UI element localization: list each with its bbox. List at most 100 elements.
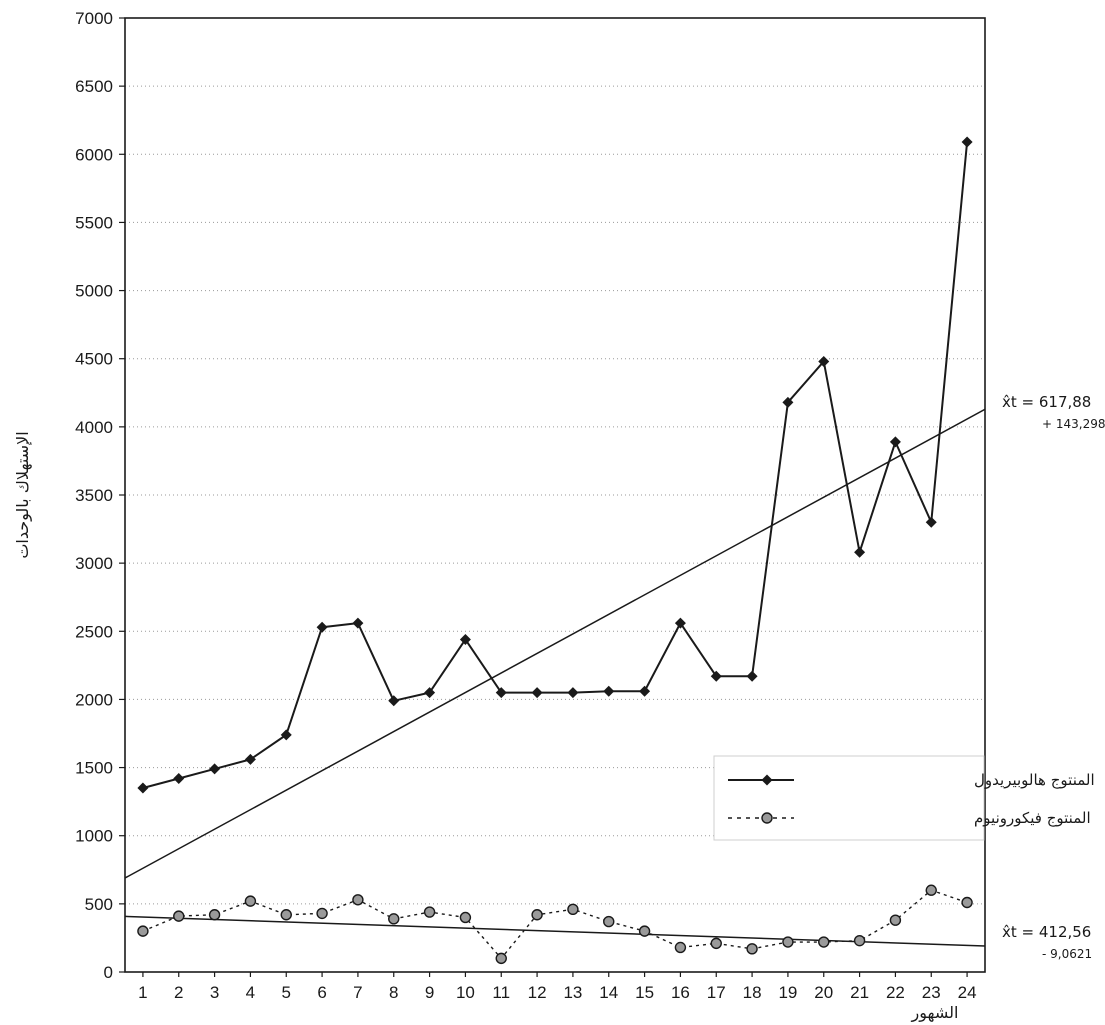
- series-1-point-18: [746, 670, 758, 682]
- series-1-point-14: [603, 685, 615, 697]
- x-tick-label-24: 24: [958, 983, 977, 1002]
- series-1-point-2: [173, 772, 185, 784]
- series-1-point-17: [710, 670, 722, 682]
- x-tick-label-22: 22: [886, 983, 905, 1002]
- series-2-point-16: [674, 941, 687, 954]
- series-2-point-22: [889, 914, 902, 926]
- series-2-point-7: [352, 894, 364, 906]
- y-tick-label-6000: 6000: [75, 145, 113, 164]
- x-tick-label-18: 18: [743, 983, 762, 1002]
- series-1-point-15: [639, 685, 651, 697]
- x-tick-label-8: 8: [389, 983, 398, 1002]
- series-2-line: [142, 889, 968, 960]
- trendline-annotations: x̂t = 617,88 + 143,298 x̂t = 412,56 - 9,062…: [1002, 393, 1105, 961]
- series-1-point-6: [316, 621, 328, 633]
- legend-label-1: المنتوج هالوبيريدول: [974, 771, 1095, 790]
- trendline-2: [125, 915, 985, 947]
- series-1-line: [142, 141, 969, 789]
- legend-marker-2: [761, 812, 773, 824]
- series-1-point-8: [388, 695, 400, 707]
- x-tick-label-15: 15: [635, 983, 654, 1002]
- series-1-point-9: [424, 687, 436, 699]
- series-2-point-14: [603, 915, 615, 928]
- x-tick-label-6: 6: [317, 983, 326, 1002]
- y-tick-label-1500: 1500: [75, 759, 113, 778]
- x-tick-label-2: 2: [174, 983, 183, 1002]
- series-2-point-11: [495, 952, 507, 965]
- series-1-point-22: [889, 436, 901, 448]
- y-tick-label-4500: 4500: [75, 350, 113, 369]
- y-tick-label-2500: 2500: [75, 622, 113, 641]
- trendline-1-slope: + 143,298: [1042, 417, 1105, 431]
- legend-box: [713, 755, 985, 841]
- y-tick-label-3000: 3000: [75, 554, 113, 573]
- series-1-point-19: [782, 396, 794, 408]
- series-1-point-24: [961, 136, 973, 148]
- x-tick-label-9: 9: [425, 983, 434, 1002]
- series-1-point-11: [495, 687, 507, 699]
- x-tick-label-11: 11: [492, 983, 510, 1002]
- series-layer: [137, 136, 973, 965]
- series-2-point-10: [459, 911, 472, 924]
- series-2-point-24: [961, 896, 973, 909]
- y-tick-label-0: 0: [104, 963, 113, 982]
- series-1-point-7: [352, 617, 364, 629]
- series-2-point-3: [208, 909, 221, 921]
- series-1-point-21: [854, 546, 866, 558]
- y-tick-label-3500: 3500: [75, 486, 113, 505]
- series-2-point-18: [746, 943, 758, 955]
- x-tick-label-16: 16: [671, 983, 690, 1002]
- series-2-point-4: [244, 895, 257, 907]
- trendline-1: [125, 408, 985, 879]
- y-axis-title: الإستهلاك بالوحدات: [13, 431, 33, 558]
- y-tick-label-5000: 5000: [75, 282, 113, 301]
- trendline-1-equation: x̂t = 617,88: [1002, 393, 1091, 411]
- y-tick-label-7000: 7000: [75, 9, 113, 28]
- series-1-point-5: [280, 729, 292, 741]
- series-1-point-3: [209, 763, 221, 775]
- series-2-point-9: [423, 906, 436, 918]
- trendline-layer: [125, 408, 985, 947]
- legend: المنتوج هالوبيريدول المنتوج فيكورونيوم: [713, 755, 1095, 841]
- legend-label-2: المنتوج فيكورونيوم: [974, 809, 1091, 828]
- series-2-point-8: [388, 913, 400, 925]
- x-tick-label-10: 10: [456, 983, 475, 1002]
- x-tick-label-14: 14: [599, 983, 618, 1002]
- series-1-point-23: [925, 516, 937, 528]
- x-tick-label-1: 1: [138, 983, 147, 1002]
- series-2-point-5: [280, 909, 292, 921]
- series-2-point-15: [638, 925, 651, 937]
- x-tick-label-19: 19: [778, 983, 797, 1002]
- series-1-point-20: [818, 355, 830, 367]
- series-2-point-2: [173, 910, 185, 922]
- y-tick-label-500: 500: [85, 895, 113, 914]
- x-tick-label-7: 7: [353, 983, 362, 1002]
- x-tick-label-4: 4: [246, 983, 255, 1002]
- series-2-point-6: [316, 907, 328, 920]
- series-2-point-21: [853, 934, 866, 947]
- y-tick-label-1000: 1000: [75, 827, 113, 846]
- x-tick-label-3: 3: [210, 983, 219, 1002]
- trendline-2-slope: - 9,0621: [1042, 947, 1092, 961]
- axis-layer: 0 500 1000 1500 2000 2500 3000 3500 4000 4500 5000…: [13, 9, 986, 1023]
- x-axis-title: الشهور: [911, 1003, 959, 1023]
- x-tick-label-20: 20: [814, 983, 833, 1002]
- x-tick-label-17: 17: [707, 983, 726, 1002]
- series-2-point-19: [782, 936, 794, 948]
- series-2-point-13: [567, 903, 579, 916]
- legend-marker-1: [761, 774, 773, 786]
- trendline-2-equation: x̂t = 412,56: [1002, 923, 1091, 941]
- y-tick-label-5500: 5500: [75, 213, 113, 232]
- series-1-point-12: [531, 687, 543, 699]
- x-tick-label-23: 23: [922, 983, 941, 1002]
- x-tick-label-12: 12: [528, 983, 547, 1002]
- series-2-point-17: [710, 937, 722, 950]
- y-tick-label-2000: 2000: [75, 690, 113, 709]
- y-tick-label-6500: 6500: [75, 77, 113, 96]
- series-2-point-23: [925, 884, 937, 896]
- series-1-point-10: [459, 633, 471, 645]
- x-tick-label-13: 13: [563, 983, 582, 1002]
- x-tick-label-21: 21: [850, 983, 869, 1002]
